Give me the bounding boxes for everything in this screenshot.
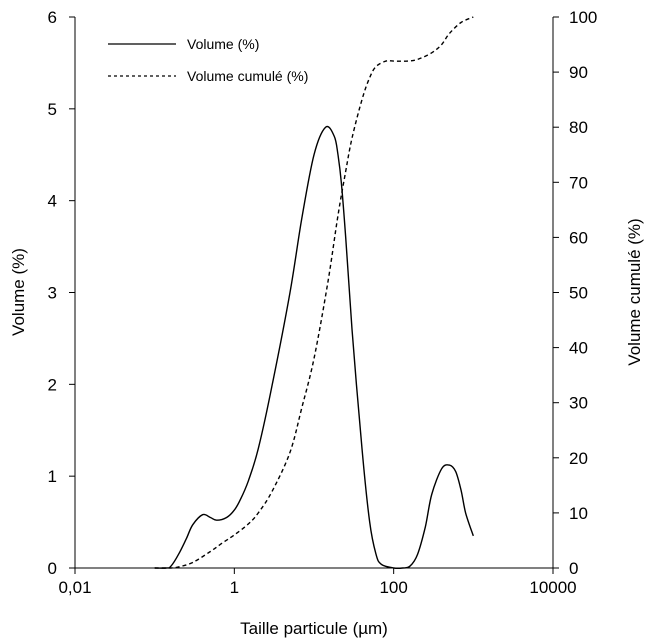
legend: Volume (%) Volume cumulé (%)	[108, 36, 308, 84]
y-right-tick-label: 20	[569, 449, 588, 468]
legend-label-volume: Volume (%)	[187, 36, 259, 52]
y-right-tick-label: 50	[569, 284, 588, 303]
y-right-tick-label: 70	[569, 173, 588, 192]
y-left-tick-label: 6	[48, 8, 57, 27]
y-right-tick-label: 100	[569, 8, 597, 27]
y-right-tick-label: 60	[569, 228, 588, 247]
y-left-tick-label: 0	[48, 559, 57, 578]
x-tick-label: 100	[379, 578, 407, 597]
x-tick-label: 0,01	[58, 578, 91, 597]
y-axis-right-label: Volume cumulé (%)	[625, 218, 644, 365]
legend-label-cumulative: Volume cumulé (%)	[187, 68, 308, 84]
y-left-tick-label: 1	[48, 467, 57, 486]
y-right-tick-label: 90	[569, 63, 588, 82]
axes-layer: 0,01 1 100 10000012345601020304050607080901…	[48, 8, 598, 597]
y-right-tick-label: 0	[569, 559, 578, 578]
y-left-tick-label: 2	[48, 375, 57, 394]
series-layer	[154, 16, 474, 570]
y-right-tick-label: 30	[569, 394, 588, 413]
y-left-tick-label: 4	[48, 192, 57, 211]
x-tick-label: 1	[230, 578, 239, 597]
series-cumulative-line	[154, 16, 474, 569]
y-right-tick-label: 40	[569, 339, 588, 358]
y-right-tick-label: 10	[569, 504, 588, 523]
x-axis-label: Taille particule (µm)	[240, 619, 388, 638]
series-volume-line	[154, 125, 474, 570]
x-tick-label: 10000	[529, 578, 576, 597]
y-left-tick-label: 5	[48, 100, 57, 119]
y-left-tick-label: 3	[48, 284, 57, 303]
y-axis-left-label: Volume (%)	[9, 248, 28, 336]
y-right-tick-label: 80	[569, 118, 588, 137]
